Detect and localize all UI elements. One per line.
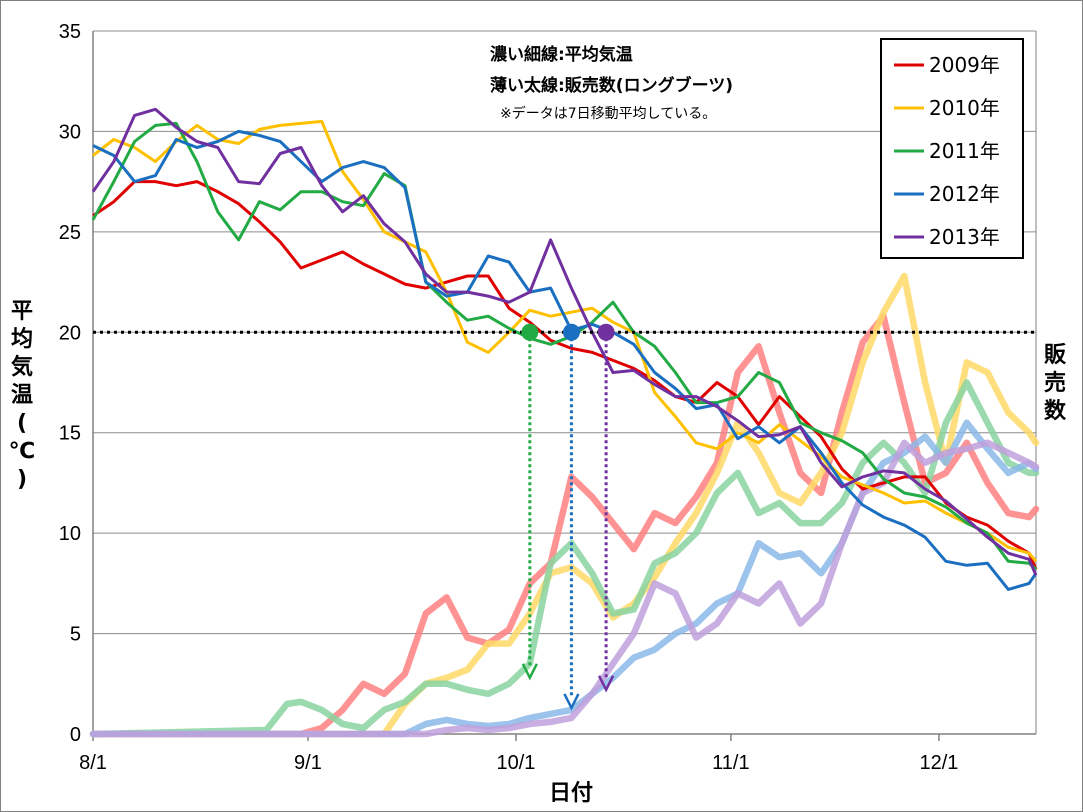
x-tick-label-0: 8/1 — [79, 752, 107, 774]
note-sales: 薄い太線:販売数(ロングブーツ) — [490, 75, 733, 96]
x-tick-label-2: 10/1 — [496, 752, 535, 774]
marker-point-1 — [562, 323, 580, 341]
marker-arrow-head-1 — [563, 693, 580, 711]
sales-line-2009 — [89, 312, 1040, 738]
marker-arrow-head-0 — [521, 663, 538, 681]
y-tick-label-20: 20 — [59, 322, 81, 344]
legend-label-2010: 2010年 — [929, 96, 1000, 120]
y-tick-label-30: 30 — [59, 121, 81, 143]
y-tick-label-5: 5 — [70, 624, 81, 646]
crossing-markers — [521, 323, 615, 711]
legend: 2009年 2010年 2011年 2012年 2013年 — [880, 38, 1024, 259]
marker-arrow-head-2 — [597, 675, 615, 693]
x-tick-label-4: 12/1 — [919, 752, 958, 774]
legend-label-2011: 2011年 — [929, 139, 1000, 163]
y-axis-label: 平均気温(℃) — [9, 299, 36, 492]
y-tick-label-35: 35 — [59, 21, 81, 43]
legend-box — [880, 38, 1024, 259]
x-tick-label-1: 9/1 — [294, 752, 322, 774]
y-tick-label-15: 15 — [59, 423, 81, 445]
x-ticks: 8/1 9/1 10/1 11/1 12/1 — [79, 752, 958, 774]
note-moving-average: ※データは7日移動平均している。 — [500, 105, 716, 122]
y2-axis-label: 販売数 — [1044, 343, 1067, 424]
legend-label-2013: 2013年 — [929, 225, 1000, 249]
y-tick-label-25: 25 — [59, 222, 81, 244]
x-axis-label: 日付 — [549, 781, 593, 806]
y-ticks: 0 5 10 15 20 25 30 35 — [59, 21, 81, 746]
sales-line-2013 — [89, 439, 1040, 738]
sales-line-2010 — [89, 272, 1040, 738]
note-temperature: 濃い細線:平均気温 — [490, 44, 633, 65]
y-tick-label-10: 10 — [59, 523, 81, 545]
x-tick-label-3: 11/1 — [712, 752, 749, 774]
y-tick-label-0: 0 — [70, 724, 81, 746]
marker-point-0 — [521, 323, 539, 341]
legend-label-2009: 2009年 — [929, 53, 1000, 77]
marker-point-2 — [597, 323, 615, 341]
legend-label-2012: 2012年 — [929, 182, 1000, 206]
temperature-line-2013 — [91, 107, 1038, 576]
